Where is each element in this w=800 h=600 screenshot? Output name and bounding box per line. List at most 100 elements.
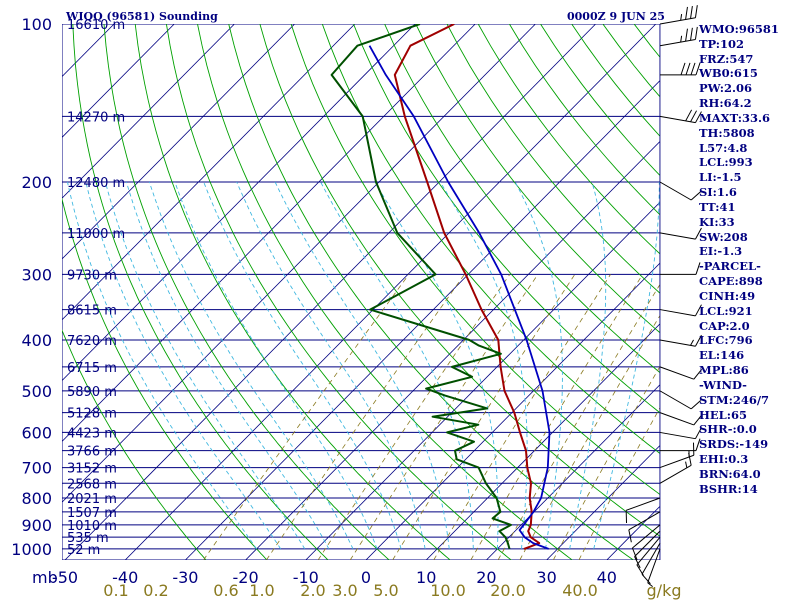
wind-barb-shaft: [659, 17, 696, 25]
moist-adiabat: [104, 181, 306, 550]
index-row: L57:4.8: [699, 140, 748, 155]
wind-barb-feather: [690, 191, 701, 201]
wind-barb: [660, 262, 701, 275]
height-label: 14270 m: [67, 110, 125, 125]
wind-barb-half-feather: [647, 582, 653, 588]
moist-adiabat: [174, 181, 378, 550]
index-row: EL:146: [699, 348, 745, 363]
pressure-label: 300: [21, 265, 52, 284]
wind-barb: [659, 390, 701, 410]
height-label: 1507 m: [67, 506, 117, 521]
wind-barb-feather: [695, 62, 701, 76]
wind-barb-half-feather: [690, 339, 694, 346]
mixing-ratio-line: [497, 283, 660, 560]
wind-barb-feather: [685, 28, 688, 42]
wind-barb-feather: [685, 109, 693, 122]
temperature-tick-label: -10: [293, 568, 319, 587]
wind-barb: [660, 438, 701, 452]
wind-profile: [625, 5, 703, 588]
wind-barb-feather: [631, 547, 638, 560]
height-label: 4423 m: [67, 426, 117, 441]
wind-barb-feather: [695, 227, 702, 240]
dewpoint-trace: [330, 24, 512, 550]
wind-barb-feather: [695, 427, 702, 439]
wind-barb: [647, 548, 661, 588]
isotherm--70: [62, 24, 476, 442]
index-row: WB0:615: [699, 66, 758, 81]
isotherm--30: [185, 80, 660, 560]
mb-label: mb: [32, 568, 58, 587]
wind-barb-feather: [641, 573, 651, 585]
isotherm--40: [124, 24, 657, 560]
wind-barb-feather: [693, 414, 703, 426]
valid-time: 0000Z 9 JUN 25: [567, 10, 665, 23]
height-label: 11000 m: [67, 227, 125, 242]
station-title: WIQQ (96581) Sounding: [65, 10, 218, 23]
wind-barb-feather: [690, 27, 693, 41]
wind-barb-shaft: [628, 511, 661, 531]
wind-barb-shaft: [634, 530, 661, 557]
dry-adiabat: [290, 24, 660, 496]
wind-barb: [634, 530, 661, 569]
pressure-label: 600: [21, 423, 52, 442]
height-label: 5128 m: [67, 407, 117, 422]
wind-barb-shaft: [626, 497, 661, 511]
index-row: SHR-:0.0: [699, 422, 757, 437]
mixing-ratio-line: [470, 274, 643, 560]
height-label: 16610 m: [67, 18, 125, 33]
wind-barb-shaft: [641, 542, 661, 575]
index-row: KI:33: [699, 214, 735, 229]
index-row: SI:1.6: [699, 185, 737, 200]
height-label: 7620 m: [67, 334, 117, 349]
wind-barb-feather: [694, 26, 698, 40]
isotherm--90: [62, 24, 356, 321]
wind-barb: [659, 26, 698, 47]
pressure-label: 900: [21, 516, 52, 535]
wind-barb: [659, 442, 695, 469]
wind-barb-shaft: [659, 454, 694, 469]
temperature-trace: [393, 24, 541, 550]
pressure-label: 200: [21, 173, 52, 192]
pressure-label: 1000: [11, 540, 52, 559]
mixing-ratio-line: [203, 274, 410, 560]
index-row: RH:64.2: [699, 96, 752, 111]
isotherm--60: [62, 24, 536, 503]
moist-adiabat: [203, 181, 402, 550]
dry-adiabat: [228, 24, 634, 560]
wind-barb-feather: [685, 62, 691, 76]
index-row: -PARCEL-: [699, 259, 761, 274]
wind-barb: [641, 542, 661, 585]
index-row: HEL:65: [699, 407, 747, 422]
wind-barb-feather: [690, 62, 696, 76]
dry-adiabat: [165, 24, 512, 560]
wind-barb: [631, 524, 661, 560]
height-label: 9730 m: [67, 268, 117, 283]
wind-barb-feather: [694, 5, 698, 18]
mixing-ratio-label: 20.0: [490, 581, 526, 600]
mixing-ratio-label: 1.0: [249, 581, 274, 600]
height-label: 3766 m: [67, 445, 117, 460]
dry-adiabat: [62, 197, 268, 560]
wind-barb: [659, 412, 703, 426]
wind-barb: [628, 511, 661, 543]
moist-adiabat: [593, 182, 660, 550]
wind-barb-half-feather: [685, 461, 688, 468]
wind-barb: [625, 497, 661, 523]
temperature-tick-label: 30: [536, 568, 556, 587]
mixing-ratio-line: [349, 274, 539, 560]
wind-barb-shaft: [659, 412, 694, 426]
index-row: PW:2.06: [699, 81, 753, 96]
moist-adiabat: [569, 181, 607, 549]
wind-barb-feather: [634, 556, 641, 569]
mixing-ratio-label: 0.6: [213, 581, 238, 600]
wind-barb: [659, 5, 698, 25]
dry-adiabat: [62, 329, 207, 560]
wind-barb-shaft: [659, 431, 696, 440]
temperature-tick-label: 20: [476, 568, 496, 587]
temperature-tick-label: -40: [112, 568, 138, 587]
mixing-ratio-label: 0.2: [143, 581, 168, 600]
index-row: TT:41: [699, 199, 736, 214]
dry-adiabat: [540, 24, 660, 177]
index-row: WMO:96581: [699, 22, 779, 36]
